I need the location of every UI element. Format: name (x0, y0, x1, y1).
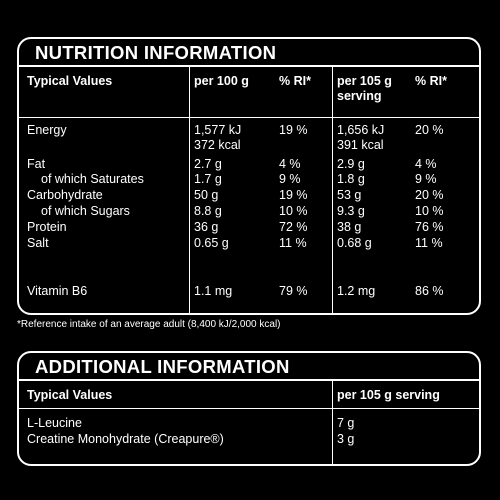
nutrition-cell-perServing: 9.3 g (337, 204, 365, 218)
nutrition-cell-perServing: 1.2 mg (337, 284, 376, 298)
nutrition-cell-ri2: 10 % (415, 204, 444, 218)
nutrition-cell-per100: 36 g (194, 220, 219, 234)
nutrition-cell-label: Carbohydrate (27, 188, 103, 202)
nutrition-cell-perServing: 1.8 g (337, 172, 365, 186)
header-ri-1: % RI* (279, 74, 311, 88)
nutrition-cell-label: Vitamin B6 (27, 284, 88, 298)
nutrition-cell-per100: 2.7 g (194, 157, 222, 171)
nutrition-cell-label: Protein (27, 220, 67, 234)
nutrition-panel: NUTRITION INFORMATION Typical Values per… (17, 37, 481, 315)
nutrition-cell-ri2: 86 % (415, 284, 444, 298)
nutrition-cell-ri1: 79 % (279, 284, 308, 298)
nutrition-cell-per100: 372 kcal (194, 138, 241, 152)
nutrition-cell-perServing: 1,656 kJ (337, 123, 385, 137)
nutrition-cell-perServing: 0.68 g (337, 236, 372, 250)
header-typical-values: Typical Values (27, 74, 113, 88)
additional-cell-label: Creatine Monohydrate (Creapure®) (27, 432, 224, 446)
additional-header-per-serving: per 105 g serving (337, 388, 440, 402)
nutrition-cell-label: Energy (27, 123, 67, 137)
nutrition-cell-ri1: 4 % (279, 157, 301, 171)
header-per-100g: per 100 g (194, 74, 249, 88)
nutrition-cell-ri2: 76 % (415, 220, 444, 234)
nutrition-cell-ri1: 10 % (279, 204, 308, 218)
nutrition-cell-per100: 1.1 mg (194, 284, 233, 298)
header-ri-2: % RI* (415, 74, 447, 88)
additional-cell-label: L-Leucine (27, 416, 82, 430)
nutrition-cell-label: Salt (27, 236, 49, 250)
nutrition-cell-ri1: 19 % (279, 188, 308, 202)
divider-col-1 (189, 67, 190, 313)
nutrition-cell-label: of which Saturates (41, 172, 144, 186)
header-divider (19, 117, 479, 118)
additional-header-typical: Typical Values (27, 388, 113, 402)
nutrition-cell-ri1: 11 % (279, 236, 307, 250)
header-per-serving-1: per 105 g (337, 74, 392, 88)
nutrition-cell-per100: 1,577 kJ (194, 123, 242, 137)
nutrition-cell-per100: 0.65 g (194, 236, 229, 250)
additional-header-divider (19, 408, 479, 409)
nutrition-cell-ri2: 20 % (415, 123, 444, 137)
additional-cell-perServing: 3 g (337, 432, 355, 446)
additional-divider-col (332, 381, 333, 464)
nutrition-cell-ri2: 4 % (415, 157, 437, 171)
nutrition-cell-per100: 1.7 g (194, 172, 222, 186)
nutrition-cell-label: of which Sugars (41, 204, 130, 218)
additional-title: ADDITIONAL INFORMATION (19, 353, 479, 381)
nutrition-cell-ri1: 19 % (279, 123, 308, 137)
additional-cell-perServing: 7 g (337, 416, 355, 430)
nutrition-cell-perServing: 38 g (337, 220, 362, 234)
header-per-serving-2: serving (337, 89, 382, 103)
nutrition-cell-label: Fat (27, 157, 46, 171)
ri-footnote: *Reference intake of an average adult (8… (17, 319, 281, 330)
nutrition-cell-perServing: 2.9 g (337, 157, 365, 171)
nutrition-cell-ri2: 9 % (415, 172, 437, 186)
nutrition-cell-perServing: 391 kcal (337, 138, 384, 152)
additional-panel: ADDITIONAL INFORMATION Typical Values pe… (17, 351, 481, 466)
nutrition-title: NUTRITION INFORMATION (19, 39, 479, 67)
nutrition-cell-ri2: 20 % (415, 188, 444, 202)
nutrition-cell-ri1: 9 % (279, 172, 301, 186)
nutrition-cell-perServing: 53 g (337, 188, 362, 202)
nutrition-cell-per100: 50 g (194, 188, 219, 202)
nutrition-cell-ri2: 11 % (415, 236, 443, 250)
divider-col-3 (332, 67, 333, 313)
nutrition-cell-per100: 8.8 g (194, 204, 222, 218)
nutrition-cell-ri1: 72 % (279, 220, 308, 234)
